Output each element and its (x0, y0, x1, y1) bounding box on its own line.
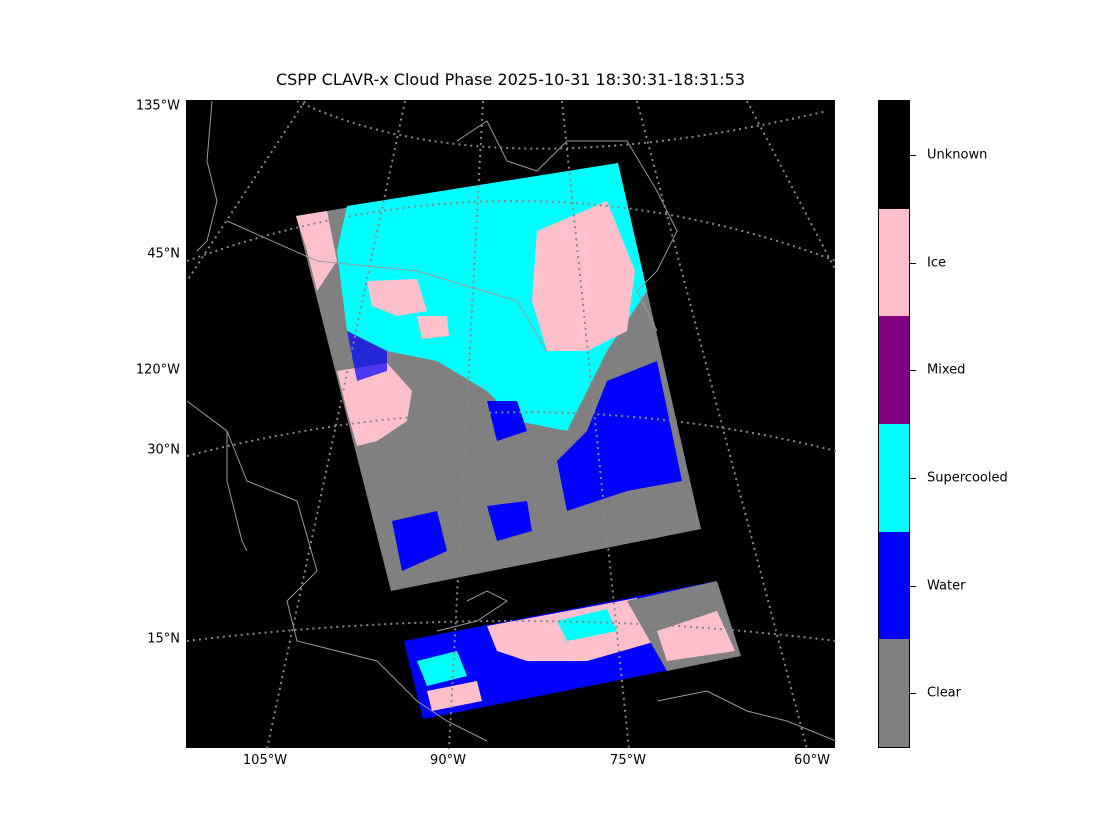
colorbar-segment-unknown (879, 101, 909, 209)
y-label-45n: 45°N (147, 246, 180, 262)
colorbar (878, 100, 910, 748)
y-label-120w: 120°W (135, 362, 180, 378)
colorbar-segment-supercooled (879, 424, 909, 532)
colorbar-segment-clear (879, 639, 909, 748)
y-label-135w: 135°W (135, 98, 180, 114)
map-panel (186, 100, 836, 749)
colorbar-label-supercooled: Supercooled (927, 470, 1008, 486)
x-label-105w: 105°W (242, 753, 288, 768)
cloud-phase-map (187, 101, 836, 749)
colorbar-label-water: Water (927, 578, 966, 594)
colorbar-label-clear: Clear (927, 685, 961, 701)
x-label-60w: 60°W (794, 753, 830, 768)
x-label-75w: 75°W (610, 753, 646, 768)
colorbar-segment-water (879, 531, 909, 640)
lower-swath (404, 581, 741, 719)
y-label-15n: 15°N (147, 631, 180, 647)
y-label-30n: 30°N (147, 442, 180, 458)
colorbar-label-mixed: Mixed (927, 362, 966, 378)
colorbar-label-unknown: Unknown (927, 147, 988, 163)
colorbar-segment-mixed (879, 316, 909, 425)
map-title: CSPP CLAVR-x Cloud Phase 2025-10-31 18:3… (275, 70, 746, 89)
upper-swath (296, 163, 701, 591)
coastlines (187, 101, 836, 742)
x-label-90w: 90°W (430, 753, 466, 768)
colorbar-segment-ice (879, 208, 909, 317)
graticule (187, 101, 836, 749)
colorbar-label-ice: Ice (927, 255, 946, 271)
